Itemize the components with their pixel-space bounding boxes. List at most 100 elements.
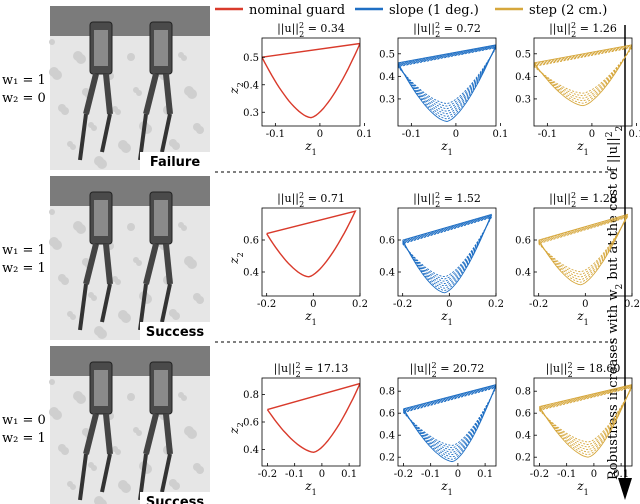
- trajectory-curve: [402, 215, 493, 285]
- y-tick-label: 0.4: [243, 80, 259, 91]
- robot-thigh: [143, 243, 159, 285]
- legend-label: step (2 cm.): [529, 3, 607, 18]
- ground-speckle: [73, 391, 83, 401]
- ground-speckle: [193, 463, 201, 471]
- trajectory-curve: [266, 210, 357, 278]
- x-tick-label: -0.1: [285, 469, 304, 480]
- cost-prefix: ||u||: [549, 22, 571, 36]
- axes-box: [261, 207, 361, 297]
- x-axis-sub: 1: [312, 318, 317, 327]
- x-tick-label: -0.1: [266, 129, 285, 140]
- weight-w2: w₂ = 0: [2, 91, 46, 106]
- x-tick-label: -0.1: [421, 469, 440, 480]
- y-tick-label: 0.8: [515, 387, 531, 398]
- cost-sup: 2: [571, 191, 576, 200]
- y-tick-label: 0.3: [515, 94, 531, 105]
- cost-prefix: ||u||: [413, 192, 435, 206]
- trajectory-curve: [534, 44, 632, 104]
- robot-frame: [94, 30, 108, 66]
- cost-prefix: ||u||: [277, 22, 299, 36]
- cost-title: ||u||2 2 = 0.72: [413, 21, 481, 39]
- trajectory-curve: [398, 47, 496, 104]
- ground-speckle: [49, 39, 55, 45]
- ground-speckle: [133, 257, 139, 263]
- status-box: [140, 492, 210, 504]
- y-axis-label: z2: [227, 82, 245, 94]
- robot-shin: [100, 453, 112, 493]
- x-axis-var: z: [440, 309, 448, 323]
- x-axis-label: z1: [440, 309, 452, 327]
- curve-group: [534, 44, 632, 107]
- x-axis-var: z: [576, 479, 584, 493]
- ground-speckle: [184, 426, 194, 436]
- x-axis-sub: 1: [584, 488, 589, 497]
- trajectory-curve: [402, 214, 493, 289]
- ground-speckle: [88, 292, 94, 298]
- y-tick-label: 0.4: [515, 431, 531, 442]
- x-axis-var: z: [440, 479, 448, 493]
- cost-value: = 0.34: [304, 22, 345, 35]
- biped-robot: [138, 361, 173, 501]
- robot-image: Success: [49, 346, 210, 504]
- ground-speckle: [118, 140, 128, 150]
- trajectory-curve: [403, 385, 496, 458]
- trajectory-curve: [534, 44, 632, 107]
- cost-sup: 2: [568, 361, 573, 370]
- x-axis-var: z: [440, 139, 448, 153]
- y-tick-label: 0.4: [379, 268, 395, 279]
- cost-sub: 2: [568, 370, 573, 379]
- cost-sub: 2: [296, 370, 301, 379]
- robot-frame: [154, 30, 168, 66]
- cost-prefix: ||u||: [274, 362, 296, 376]
- biped-robot: [78, 361, 113, 501]
- ground-speckle: [88, 462, 94, 468]
- side-tail: but at the cost of ||u||: [606, 137, 621, 284]
- y-axis-sub: 2: [236, 82, 245, 87]
- weight-w1: w₁ = 1: [2, 73, 46, 88]
- x-tick-label: 0: [310, 299, 316, 310]
- robot-shin: [160, 113, 172, 153]
- y-tick-label: 0.6: [515, 409, 531, 420]
- cost-sup: 2: [296, 361, 301, 370]
- axes-box: [397, 377, 497, 467]
- x-axis-label: z1: [304, 479, 316, 497]
- axes-box: [261, 37, 361, 127]
- status-box: [140, 322, 210, 340]
- y-tick-label: 0.8: [243, 390, 259, 401]
- ground-speckle: [127, 223, 135, 231]
- axes-box: [533, 207, 633, 297]
- curve-group: [262, 42, 360, 119]
- side-sub: 2: [615, 284, 625, 290]
- x-tick-label: 0: [446, 299, 452, 310]
- ground-speckle: [49, 67, 59, 77]
- robot-thigh: [83, 73, 99, 115]
- x-axis-label: z1: [304, 139, 316, 157]
- cost-sup: 2: [435, 21, 440, 30]
- trajectory-curve: [398, 44, 496, 122]
- trajectory-curve: [403, 385, 496, 453]
- ground-speckle: [67, 481, 73, 487]
- ground-speckle: [184, 256, 194, 266]
- x-tick-label: 0.2: [624, 299, 640, 310]
- cost-value: = 18.60: [573, 362, 621, 375]
- robot-shin: [100, 113, 112, 153]
- trajectory-curve: [398, 46, 496, 110]
- cost-sup: 2: [571, 21, 576, 30]
- robot-shin: [78, 113, 88, 161]
- trajectory-curve: [402, 215, 493, 282]
- ground-speckle: [178, 52, 184, 58]
- x-tick-label: 0.1: [477, 469, 493, 480]
- robot-frame: [154, 200, 168, 236]
- ground-speckle: [67, 311, 73, 317]
- x-tick-label: 0.1: [341, 469, 357, 480]
- x-axis-sub: 1: [448, 488, 453, 497]
- legend-entry: nominal guard: [215, 3, 345, 18]
- cost-sub: 2: [571, 30, 576, 39]
- ground-speckle: [67, 141, 73, 147]
- ground-speckle: [133, 87, 139, 93]
- trajectory-curve: [398, 46, 496, 107]
- x-tick-label: -0.1: [538, 129, 557, 140]
- ground-speckle: [169, 139, 177, 147]
- y-tick-label: 0.4: [515, 72, 531, 83]
- x-axis-label: z1: [576, 139, 588, 157]
